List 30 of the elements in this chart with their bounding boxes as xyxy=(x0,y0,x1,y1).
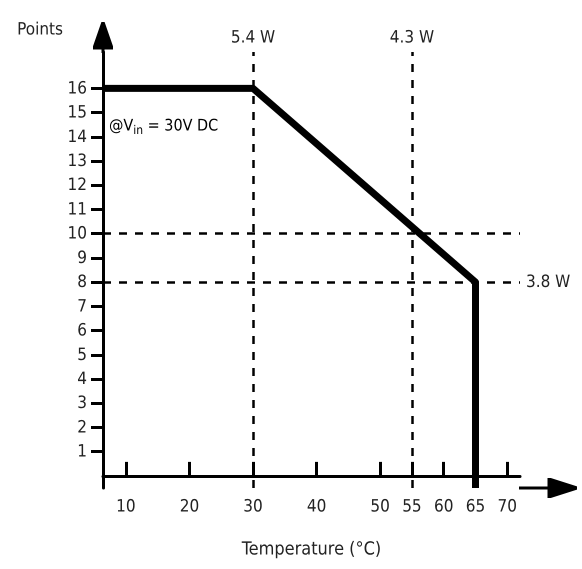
y-tick-label: 1 xyxy=(77,442,87,462)
x-tick-label: 70 xyxy=(498,496,518,516)
x-tick-label: 60 xyxy=(434,496,454,516)
x-tick-label: 50 xyxy=(370,496,390,516)
ref-line-label: 3.8 W xyxy=(526,272,570,292)
x-tick-label: 30 xyxy=(243,496,263,516)
ref-line-label: 5.4 W xyxy=(230,28,276,48)
y-tick-label: 10 xyxy=(68,224,87,244)
y-tick-label: 15 xyxy=(68,102,87,123)
x-tick-label: 40 xyxy=(306,496,326,516)
y-tick-label: 3 xyxy=(77,393,87,414)
y-tick-label: 5 xyxy=(77,344,87,365)
ref-line-label: 4.3 W xyxy=(390,28,434,48)
x-tick-label: 10 xyxy=(116,496,136,516)
x-tick-label: 55 xyxy=(402,496,422,516)
y-tick-label: 13 xyxy=(68,151,87,171)
x-tick-label: 65 xyxy=(466,496,486,516)
y-tick-label: 6 xyxy=(77,320,87,341)
y-tick-label: 16 xyxy=(68,78,87,98)
y-tick-label: 4 xyxy=(77,369,87,389)
y-tick-label: 8 xyxy=(77,272,87,292)
y-tick-label: 7 xyxy=(77,296,87,316)
y-tick-label: 2 xyxy=(77,417,87,438)
y-axis-title: Points xyxy=(17,20,64,40)
x-axis-title: Temperature (°C) xyxy=(240,538,382,560)
y-tick-label: 14 xyxy=(68,126,87,147)
x-tick-label: 20 xyxy=(180,496,200,516)
y-tick-label: 9 xyxy=(77,248,87,268)
y-tick-label: 12 xyxy=(68,175,87,196)
y-tick-label: 11 xyxy=(68,199,87,220)
